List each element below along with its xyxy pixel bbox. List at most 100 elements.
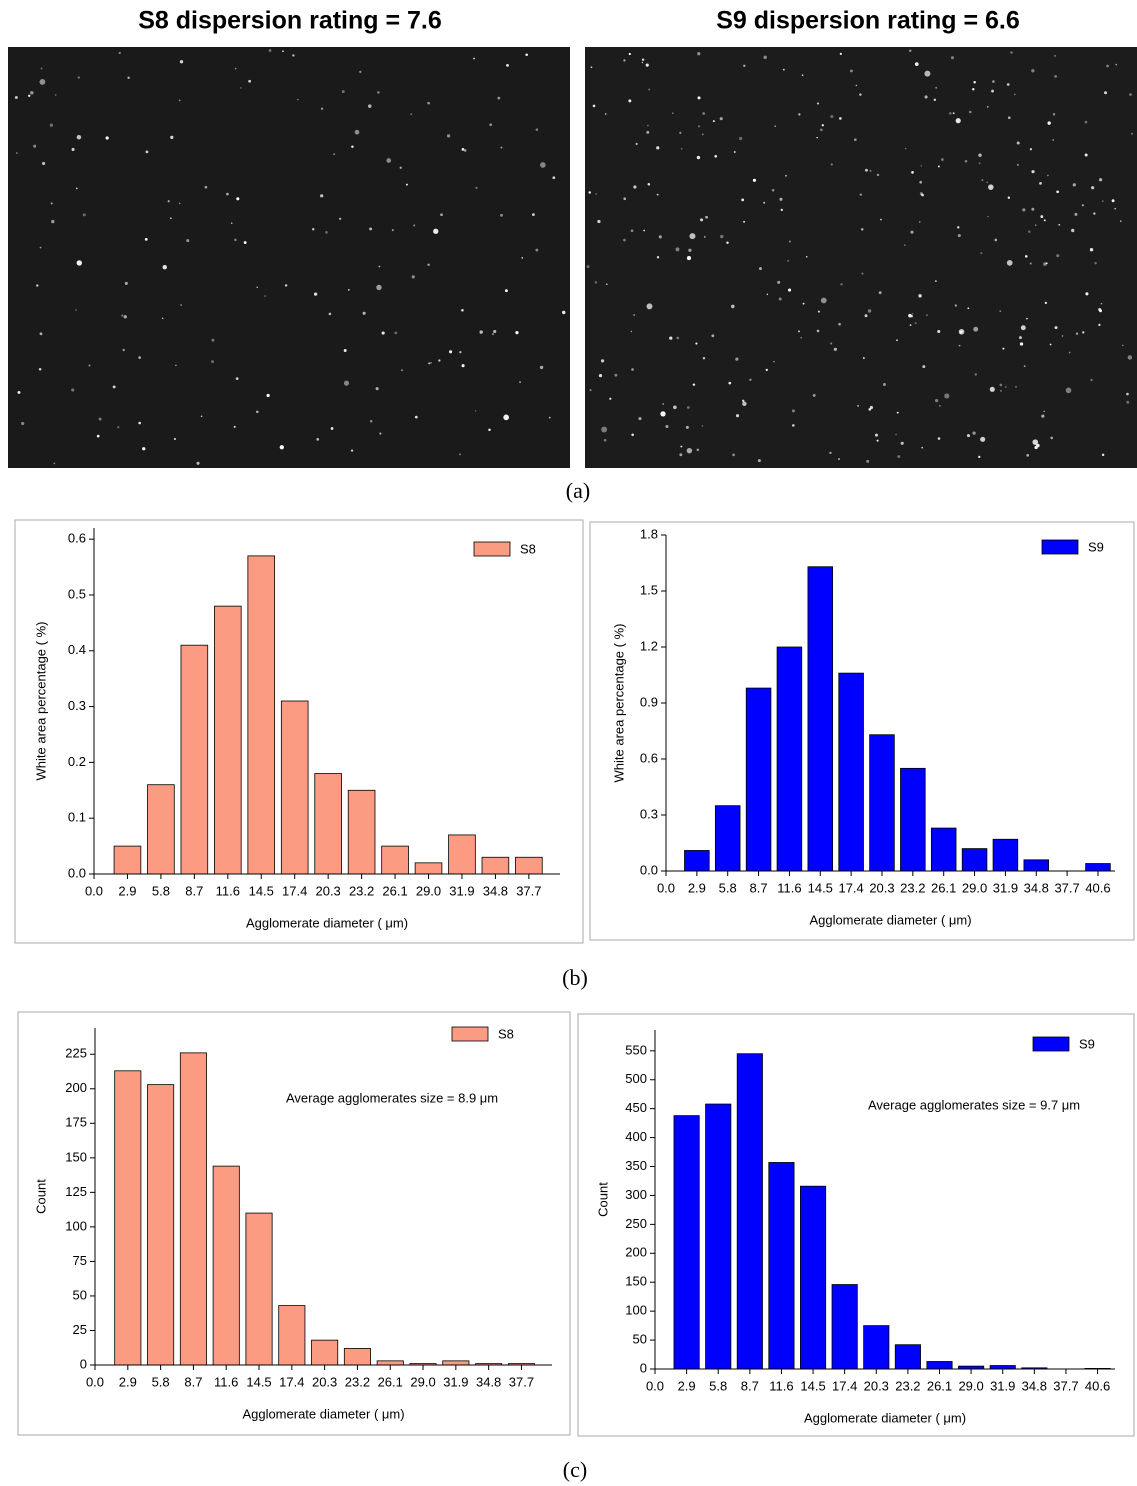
x-tick-label: 29.0 xyxy=(958,1378,983,1393)
bar xyxy=(278,1305,306,1366)
speck xyxy=(369,227,373,231)
speck xyxy=(641,61,644,64)
speck xyxy=(328,312,332,316)
speck xyxy=(869,169,872,172)
bar xyxy=(863,1325,890,1370)
speck xyxy=(833,347,837,351)
speck xyxy=(656,256,660,259)
speck xyxy=(1072,183,1076,187)
legend-label: S8 xyxy=(498,1026,514,1041)
speck xyxy=(427,101,430,105)
y-tick-label: 0.9 xyxy=(640,694,658,709)
speck xyxy=(1019,342,1024,346)
x-tick-label: 11.6 xyxy=(769,1378,793,1393)
bar xyxy=(705,1103,732,1370)
speck xyxy=(376,284,382,291)
speck xyxy=(1114,207,1117,210)
speck xyxy=(548,416,551,419)
speck xyxy=(1043,219,1046,222)
speck xyxy=(1084,153,1088,157)
speck xyxy=(266,393,270,398)
speck xyxy=(778,297,782,301)
speck xyxy=(341,90,345,94)
speck xyxy=(440,213,443,217)
x-tick-label: 26.1 xyxy=(927,1378,952,1393)
speck xyxy=(757,459,761,463)
speck xyxy=(973,326,979,332)
speck xyxy=(161,317,164,320)
speck xyxy=(924,70,931,77)
speck xyxy=(88,364,91,367)
speck xyxy=(623,59,626,62)
bar xyxy=(869,734,895,872)
speck xyxy=(394,331,398,335)
speck xyxy=(474,410,477,412)
speck xyxy=(950,56,955,60)
speck xyxy=(17,390,21,394)
x-tick-label: 2.9 xyxy=(688,880,706,895)
x-tick-label: 34.8 xyxy=(1022,1378,1047,1393)
speck xyxy=(1000,389,1002,392)
speck xyxy=(98,417,102,421)
speck xyxy=(862,357,865,359)
speck xyxy=(986,105,989,108)
speck xyxy=(686,406,690,409)
speck xyxy=(739,136,743,141)
speck xyxy=(937,437,941,440)
speck xyxy=(1015,385,1017,388)
y-tick-label: 50 xyxy=(633,1332,647,1347)
speck xyxy=(688,248,692,252)
speck xyxy=(921,446,923,449)
speck xyxy=(1010,51,1013,54)
speck xyxy=(1047,121,1051,125)
speck xyxy=(595,193,597,195)
speck xyxy=(992,80,995,83)
speck xyxy=(924,95,928,99)
speck xyxy=(631,368,634,371)
speck xyxy=(1002,347,1005,350)
speck xyxy=(343,349,347,352)
bar xyxy=(807,566,834,872)
y-tick-label: 0.0 xyxy=(68,865,86,880)
speck xyxy=(714,155,718,158)
speck xyxy=(605,283,608,286)
speck xyxy=(428,362,431,365)
x-axis-label: Agglomerate diameter ( μm) xyxy=(242,1406,404,1421)
speck xyxy=(1041,414,1045,418)
x-tick-label: 34.8 xyxy=(1024,880,1049,895)
speck xyxy=(958,344,961,347)
speck xyxy=(367,104,372,108)
speck xyxy=(1058,223,1061,226)
x-tick-label: 23.2 xyxy=(349,883,374,898)
speck xyxy=(598,373,603,378)
y-tick-label: 350 xyxy=(625,1158,647,1173)
speck xyxy=(742,401,747,407)
y-axis-label: White area percentage ( %) xyxy=(33,622,48,781)
speck xyxy=(175,364,177,367)
y-tick-label: 150 xyxy=(65,1149,87,1164)
speck xyxy=(908,313,912,318)
speck xyxy=(978,162,981,165)
speck xyxy=(1101,200,1104,203)
speck xyxy=(999,383,1003,387)
speck xyxy=(705,215,708,219)
bar xyxy=(448,834,476,875)
speck xyxy=(178,202,181,205)
speck xyxy=(742,399,745,403)
speck xyxy=(1127,355,1133,360)
speck xyxy=(641,58,645,61)
legend-label: S9 xyxy=(1088,539,1104,554)
speck xyxy=(351,145,354,149)
speck xyxy=(200,415,203,418)
speck xyxy=(33,144,37,148)
speck xyxy=(519,381,521,383)
speck xyxy=(689,233,696,240)
speck xyxy=(461,308,464,312)
bar xyxy=(992,838,1019,872)
speck xyxy=(51,219,55,224)
speck xyxy=(785,174,787,177)
speck xyxy=(320,194,324,198)
y-tick-label: 0.6 xyxy=(640,750,658,765)
x-tick-label: 8.7 xyxy=(184,1374,202,1389)
speck xyxy=(493,329,497,334)
